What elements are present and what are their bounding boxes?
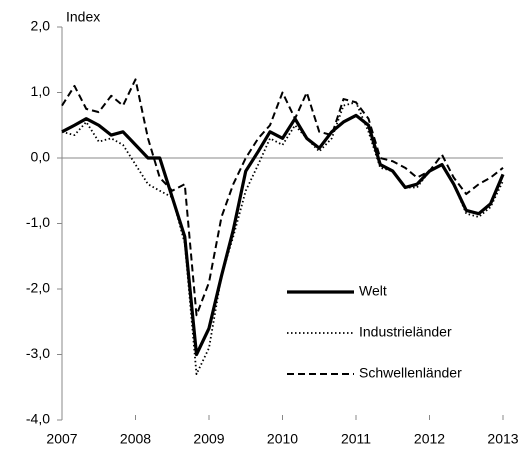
x-tick-label: 2010 — [267, 431, 298, 447]
x-tick-label: 2012 — [414, 431, 445, 447]
y-tick-label: 2,0 — [31, 18, 51, 34]
y-tick-label: -2,0 — [26, 280, 50, 296]
x-tick-label: 2007 — [46, 431, 77, 447]
y-tick-label: -4,0 — [26, 411, 50, 427]
y-tick-label: -3,0 — [26, 345, 50, 361]
x-tick-label: 2011 — [341, 431, 371, 447]
y-tick-label: 1,0 — [31, 83, 51, 99]
y-tick-label: 0,0 — [31, 149, 51, 165]
legend-label: Schwellenländer — [359, 365, 462, 381]
series-line — [61, 78, 504, 317]
x-tick-label: 2013 — [487, 431, 518, 447]
y-tick-label: -1,0 — [26, 214, 50, 230]
y-axis-label: Index — [66, 9, 100, 25]
x-tick-label: 2009 — [193, 431, 224, 447]
legend-label: Industrieländer — [359, 324, 452, 340]
x-tick-label: 2008 — [120, 431, 151, 447]
legend-label: Welt — [359, 283, 387, 299]
series-line — [61, 113, 505, 357]
